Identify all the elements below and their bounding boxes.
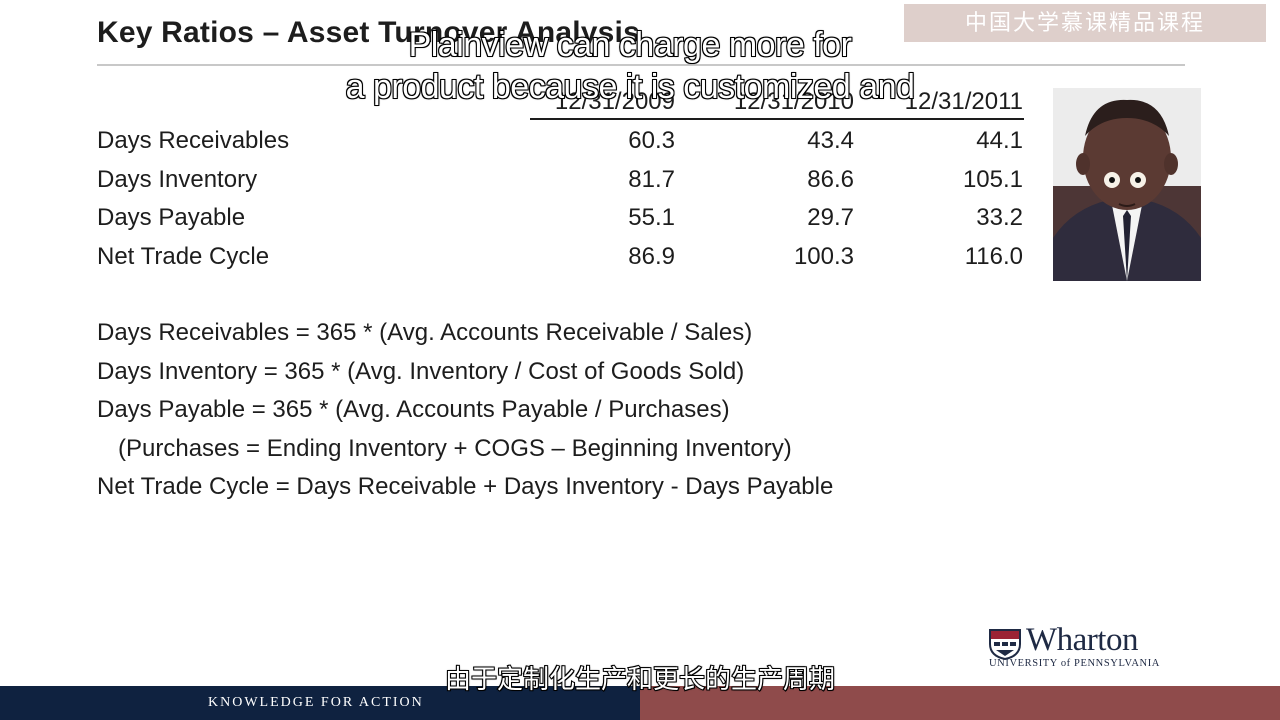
instructor-avatar — [1053, 88, 1201, 281]
formula-line: Net Trade Cycle = Days Receivable + Days… — [97, 473, 834, 500]
table-cell: 55.1 — [628, 204, 675, 231]
slide-title: Key Ratios – Asset Turnover Analysis — [97, 16, 640, 49]
row-label: Days Receivables — [97, 127, 290, 154]
penn-shield-icon — [989, 629, 1021, 660]
footer-bar-maroon — [640, 686, 1280, 720]
subtitle-chinese: 由于定制化生产和更长的生产周期 — [444, 664, 836, 696]
footer-bar-navy — [0, 686, 640, 720]
table-cell: 86.6 — [807, 166, 854, 193]
row-label: Days Inventory — [97, 166, 258, 193]
table-cell: 86.9 — [628, 243, 675, 270]
formula-line: (Purchases = Ending Inventory + COGS – B… — [118, 435, 792, 462]
column-header-2011: 12/31/2011 — [904, 88, 1023, 115]
table-cell: 29.7 — [807, 204, 854, 231]
column-header-2010: 12/31/2010 — [733, 88, 854, 115]
subtitle-english-line-1: Plainview can charge more for — [408, 25, 853, 65]
header-underline — [530, 118, 1024, 120]
subtitle-english-line-2: a product because it is customized and — [345, 67, 916, 107]
table-cell: 81.7 — [628, 166, 675, 193]
formula-line: Days Payable = 365 * (Avg. Accounts Paya… — [97, 396, 730, 423]
wharton-logo: Wharton UNIVERSITY of PENNSYLVANIA — [988, 622, 1192, 674]
table-cell: 116.0 — [964, 243, 1023, 270]
wharton-wordmark: Wharton — [1026, 622, 1138, 658]
table-cell: 33.2 — [976, 204, 1023, 231]
course-watermark: 中国大学慕课精品课程 — [904, 4, 1266, 42]
row-label: Net Trade Cycle — [97, 243, 270, 270]
avatar-illustration — [1053, 88, 1201, 281]
table-cell: 43.4 — [807, 127, 854, 154]
table-cell: 60.3 — [628, 127, 675, 154]
column-header-2009: 12/31/2009 — [554, 88, 675, 115]
table-cell: 44.1 — [976, 127, 1023, 154]
university-name: UNIVERSITY of PENNSYLVANIA — [989, 658, 1160, 669]
formula-line: Days Inventory = 365 * (Avg. Inventory /… — [97, 358, 745, 385]
title-divider — [97, 64, 1185, 66]
formula-line: Days Receivables = 365 * (Avg. Accounts … — [97, 319, 753, 346]
table-cell: 100.3 — [793, 243, 854, 270]
footer-tagline: KNOWLEDGE FOR ACTION — [208, 695, 424, 710]
row-label: Days Payable — [97, 204, 246, 231]
table-cell: 105.1 — [962, 166, 1023, 193]
